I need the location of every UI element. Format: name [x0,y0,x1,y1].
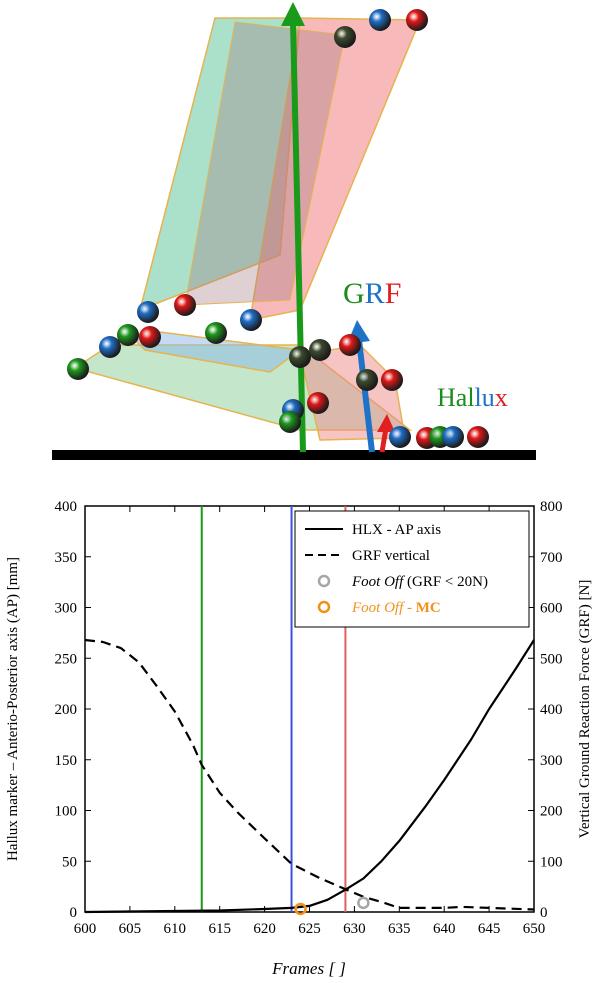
marker-sphere [309,339,331,361]
legend-label-part: GRF vertical [352,548,430,564]
marker-sphere [406,9,428,31]
y-tick-label-right: 100 [540,854,563,870]
foot-off-marker-3 [294,902,307,916]
y-tick-label-right: 600 [540,601,563,617]
marker-sphere [356,369,378,391]
legend-label-fo: Foot Off (GRF < 20N) [351,574,488,590]
marker-sphere [467,426,489,448]
marker-sphere [307,392,329,414]
marker-sphere [240,309,262,331]
hallux-label-a: Hal [437,383,475,412]
grf-label-g: G [343,277,365,310]
x-tick-label: 635 [388,921,411,937]
y-axis-label-left: Hallux marker – Anterio-Posterior axis (… [5,557,21,861]
x-axis-label: Frames [ ] [271,959,346,978]
grf-arrow-red-head [377,414,395,432]
marker-sphere [117,324,139,346]
hallux-label-c: x [495,383,508,412]
legend-box [294,510,530,628]
foot-marker-illustration: GRF Hallux [52,2,536,460]
y-tick-label-left: 150 [55,753,78,769]
hallux-label: Hallux [437,383,508,412]
legend-label-part: Foot Off [351,574,405,590]
y-tick-label-left: 200 [55,702,78,718]
y-tick-label-right: 300 [540,753,563,769]
y-tick-label-left: 50 [62,854,77,870]
legend-label-part: Foot Off [351,600,405,616]
marker-sphere [205,322,227,344]
legend-label-hlx: HLX - AP axis [352,522,441,538]
y-tick-label-left: 0 [70,905,78,921]
y-tick-label-right: 200 [540,804,563,820]
grf-arrow-green-head [281,2,305,26]
marker-sphere [67,358,89,380]
y-tick-label-right: 400 [540,702,563,718]
grf-label: GRF [343,277,401,310]
y-axis-label-right: Vertical Ground Reaction Force (GRF) [N] [577,580,593,839]
marker-sphere [139,326,161,348]
y-tick-label-left: 400 [55,499,78,515]
grf-arrow-green-shaft [290,21,306,453]
legend-swatch-fomc [317,600,331,614]
shank-segment-mid [184,21,346,306]
x-tick-label: 605 [119,921,142,937]
marker-sphere [442,426,464,448]
y-tick-label-right: 700 [540,550,563,566]
y-tick-label-right: 800 [540,499,563,515]
series-line-hlx [84,639,535,914]
marker-sphere [279,411,301,433]
legend-label-part: - [403,600,416,616]
marker-sphere [389,426,411,448]
x-tick-label: 645 [478,921,501,937]
grf-label-f: F [385,277,402,310]
marker-sphere [99,336,121,358]
legend-label-part: (GRF < 20N) [403,574,488,590]
marker-sphere [369,9,391,31]
x-tick-label: 630 [343,921,366,937]
y-tick-label-left: 250 [55,651,78,667]
marker-sphere [339,334,361,356]
marker-spheres [67,9,489,449]
grf-label-r: R [365,277,385,310]
marker-sphere [174,294,196,316]
x-tick-label: 640 [433,921,456,937]
x-tick-label: 650 [523,921,546,937]
y-tick-label-left: 350 [55,550,78,566]
y-tick-label-right: 0 [540,905,548,921]
marker-sphere [334,26,356,48]
x-tick-label: 620 [253,921,276,937]
foot-off-marker-2 [357,896,370,910]
x-tick-label: 600 [74,921,97,937]
legend-label-part: HLX - AP axis [352,522,441,538]
legend-label-grf: GRF vertical [352,548,430,564]
x-tick-label: 610 [164,921,187,937]
ground-line [52,450,536,460]
marker-sphere [137,301,159,323]
hallux-label-b: lu [475,383,495,412]
legend-label-fomc: Foot Off - MC [351,600,441,616]
x-tick-label: 625 [298,921,321,937]
legend-label-part: MC [416,600,441,616]
y-tick-label-left: 100 [55,804,78,820]
legend: HLX - AP axis GRF vertical Foot Off (GRF <… [294,510,530,628]
series-line-grf [84,638,535,911]
y-tick-label-left: 300 [55,601,78,617]
marker-sphere [381,369,403,391]
grf-arrow-blue-shaft [356,339,375,453]
legend-swatch-fo [317,574,331,588]
y-tick-label-right: 500 [540,651,563,667]
x-tick-label: 615 [208,921,231,937]
marker-sphere [289,346,311,368]
chart: 600 605 610 615 620 625 630 635 640 645 650 0 50 100… [5,499,593,978]
